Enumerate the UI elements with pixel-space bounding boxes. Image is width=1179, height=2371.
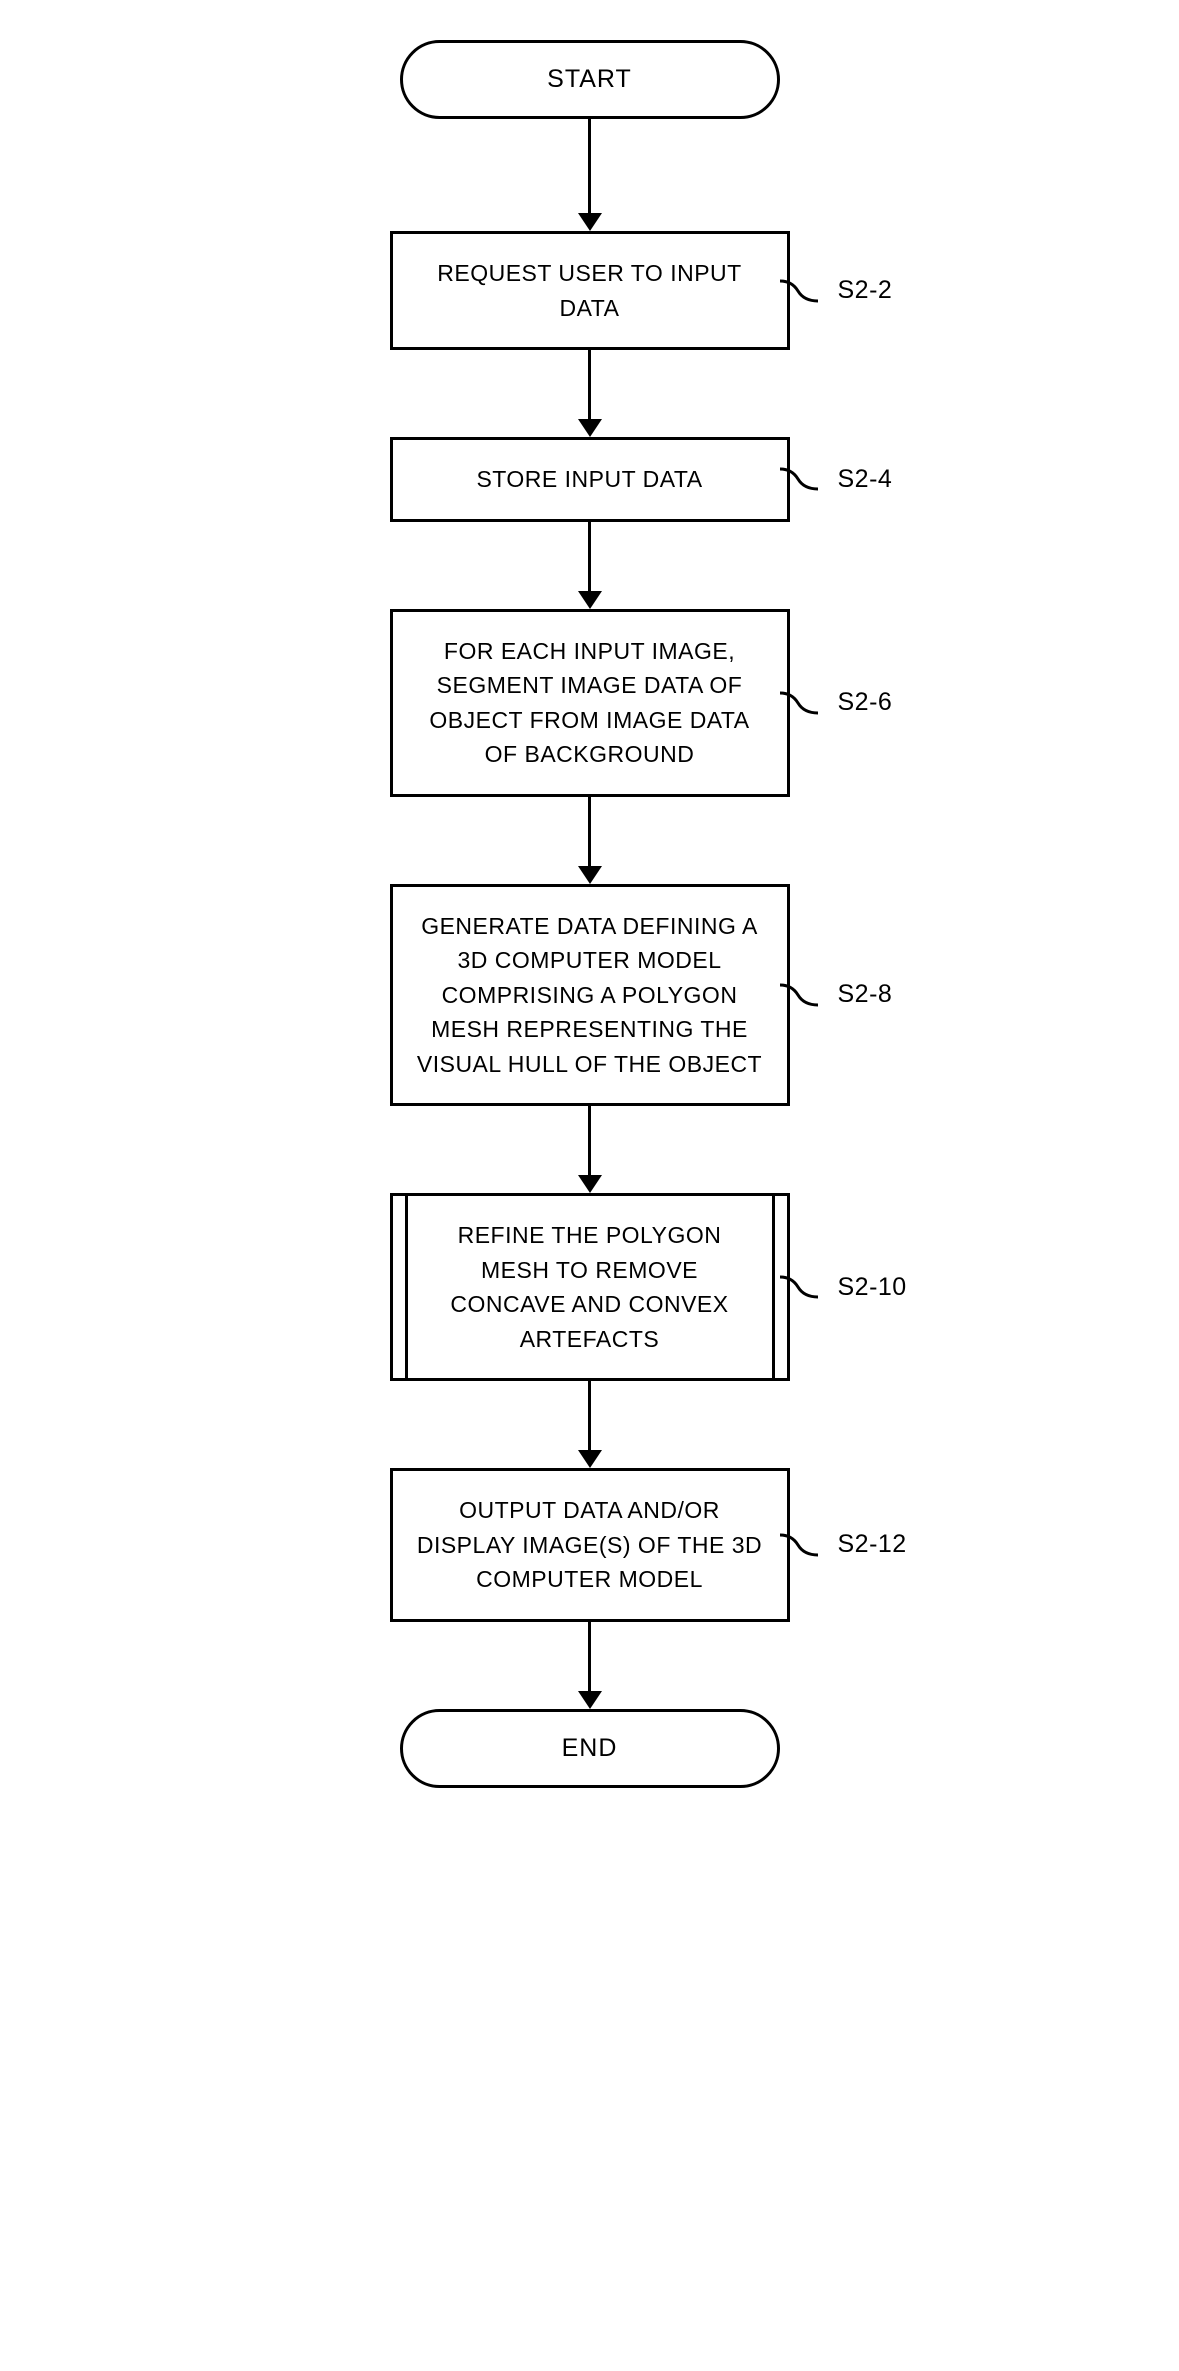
arrow-6 bbox=[578, 1622, 602, 1709]
step-label-s2-4: S2-4 bbox=[838, 465, 893, 494]
step-label-s2-8: S2-8 bbox=[838, 980, 893, 1009]
terminator-start-label: START bbox=[547, 65, 632, 93]
connector-curve-icon bbox=[780, 970, 830, 1020]
arrow-line bbox=[588, 1622, 591, 1692]
arrow-head-icon bbox=[578, 213, 602, 231]
label-connector-s2-6: S2-6 bbox=[780, 678, 893, 728]
subprocess-s2-10: REFINE THE POLYGON MESH TO REMOVE CONCAV… bbox=[390, 1193, 790, 1381]
arrow-line bbox=[588, 1381, 591, 1451]
process-s2-12-label: OUTPUT DATA AND/OR DISPLAY IMAGE(S) OF T… bbox=[417, 1497, 762, 1592]
label-connector-s2-2: S2-2 bbox=[780, 266, 893, 316]
label-connector-s2-8: S2-8 bbox=[780, 970, 893, 1020]
arrow-4 bbox=[578, 1106, 602, 1193]
arrow-0 bbox=[578, 119, 602, 231]
process-s2-4-label: STORE INPUT DATA bbox=[476, 466, 702, 492]
step-label-s2-6: S2-6 bbox=[838, 688, 893, 717]
process-s2-6-label: FOR EACH INPUT IMAGE, SEGMENT IMAGE DATA… bbox=[429, 638, 749, 768]
process-s2-6: FOR EACH INPUT IMAGE, SEGMENT IMAGE DATA… bbox=[390, 609, 790, 797]
arrow-line bbox=[588, 1106, 591, 1176]
step-label-s2-12: S2-12 bbox=[838, 1530, 907, 1559]
process-s2-2-label: REQUEST USER TO INPUT DATA bbox=[437, 260, 741, 321]
process-s2-8-label: GENERATE DATA DEFINING A 3D COMPUTER MOD… bbox=[417, 913, 762, 1077]
terminator-end-label: END bbox=[562, 1734, 618, 1762]
process-s2-4: STORE INPUT DATA bbox=[390, 437, 790, 522]
arrow-2 bbox=[578, 522, 602, 609]
step-label-s2-2: S2-2 bbox=[838, 276, 893, 305]
terminator-start: START bbox=[400, 40, 780, 119]
arrow-line bbox=[588, 797, 591, 867]
arrow-head-icon bbox=[578, 1691, 602, 1709]
connector-curve-icon bbox=[780, 266, 830, 316]
arrow-line bbox=[588, 350, 591, 420]
arrow-line bbox=[588, 522, 591, 592]
arrow-3 bbox=[578, 797, 602, 884]
process-s2-12: OUTPUT DATA AND/OR DISPLAY IMAGE(S) OF T… bbox=[390, 1468, 790, 1622]
node-row-s2-10: REFINE THE POLYGON MESH TO REMOVE CONCAV… bbox=[380, 1193, 800, 1381]
node-row-s2-8: GENERATE DATA DEFINING A 3D COMPUTER MOD… bbox=[380, 884, 800, 1107]
step-label-s2-10: S2-10 bbox=[838, 1273, 907, 1302]
flowchart-column: START REQUEST USER TO INPUT DATA S2-2 bbox=[380, 40, 800, 1788]
arrow-head-icon bbox=[578, 1175, 602, 1193]
connector-curve-icon bbox=[780, 1520, 830, 1570]
arrow-line bbox=[588, 119, 591, 214]
arrow-head-icon bbox=[578, 1450, 602, 1468]
connector-curve-icon bbox=[780, 678, 830, 728]
label-connector-s2-10: S2-10 bbox=[780, 1262, 907, 1312]
label-connector-s2-4: S2-4 bbox=[780, 454, 893, 504]
arrow-head-icon bbox=[578, 866, 602, 884]
flowchart-container: START REQUEST USER TO INPUT DATA S2-2 bbox=[240, 40, 940, 1788]
node-row-end: END bbox=[380, 1709, 800, 1788]
arrow-1 bbox=[578, 350, 602, 437]
process-s2-8: GENERATE DATA DEFINING A 3D COMPUTER MOD… bbox=[390, 884, 790, 1107]
connector-curve-icon bbox=[780, 454, 830, 504]
connector-curve-icon bbox=[780, 1262, 830, 1312]
node-row-s2-6: FOR EACH INPUT IMAGE, SEGMENT IMAGE DATA… bbox=[380, 609, 800, 797]
arrow-head-icon bbox=[578, 419, 602, 437]
arrow-5 bbox=[578, 1381, 602, 1468]
node-row-s2-12: OUTPUT DATA AND/OR DISPLAY IMAGE(S) OF T… bbox=[380, 1468, 800, 1622]
node-row-s2-4: STORE INPUT DATA S2-4 bbox=[380, 437, 800, 522]
node-row-s2-2: REQUEST USER TO INPUT DATA S2-2 bbox=[380, 231, 800, 350]
label-connector-s2-12: S2-12 bbox=[780, 1520, 907, 1570]
process-s2-2: REQUEST USER TO INPUT DATA bbox=[390, 231, 790, 350]
terminator-end: END bbox=[400, 1709, 780, 1788]
arrow-head-icon bbox=[578, 591, 602, 609]
node-row-start: START bbox=[380, 40, 800, 119]
subprocess-s2-10-label: REFINE THE POLYGON MESH TO REMOVE CONCAV… bbox=[450, 1222, 728, 1352]
